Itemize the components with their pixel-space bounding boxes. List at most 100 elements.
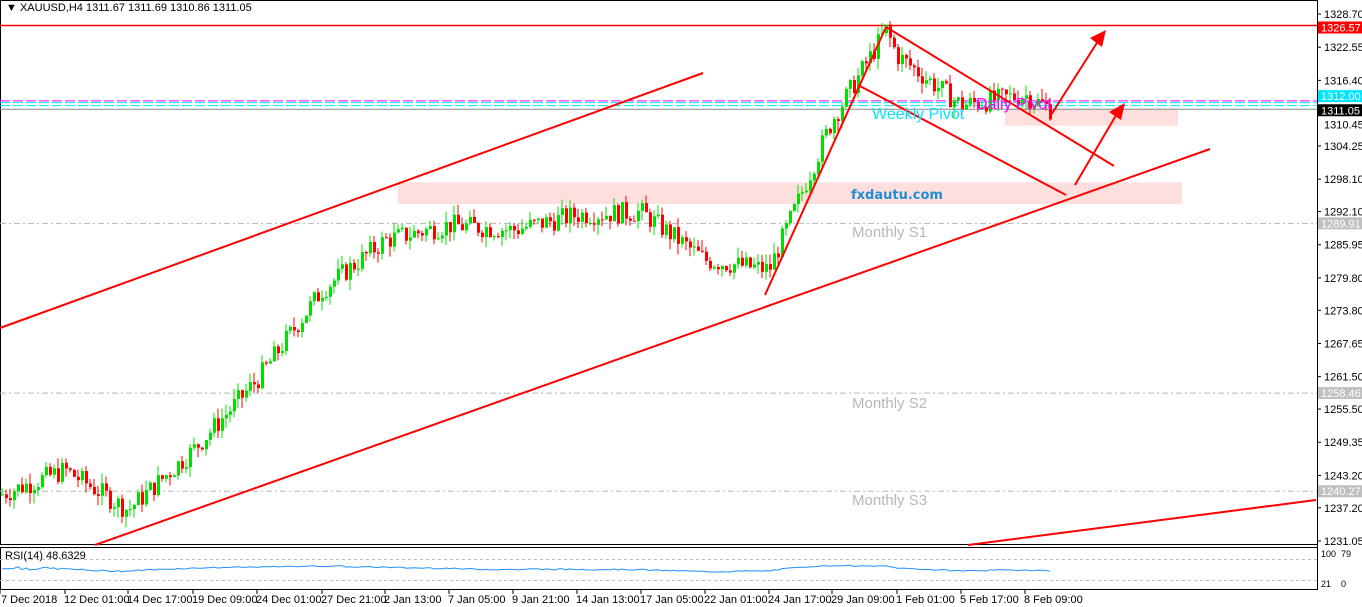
candle-body <box>685 237 688 242</box>
candle-body <box>325 296 328 298</box>
candle-body <box>449 222 452 233</box>
rsi-level-label: 0 <box>1341 579 1346 589</box>
candle-body <box>425 228 428 236</box>
candle-body <box>237 390 240 399</box>
candle-body <box>193 444 196 448</box>
candle-body <box>53 468 56 475</box>
candle-body <box>885 24 888 34</box>
candle-body <box>329 286 332 297</box>
candle-body <box>341 264 344 269</box>
x-tick-label: 8 Feb 09:00 <box>1024 594 1083 606</box>
candle-body <box>521 228 524 234</box>
candle-body <box>557 214 560 231</box>
candle-body <box>61 462 64 482</box>
candle-body <box>785 223 788 229</box>
candle-body <box>501 230 504 238</box>
candle-body <box>593 223 596 225</box>
candle-body <box>917 67 920 77</box>
candle-body <box>625 202 628 219</box>
candle-body <box>93 486 96 495</box>
candle-body <box>577 217 580 222</box>
trend-line <box>885 26 1115 167</box>
trend-line <box>94 148 1211 546</box>
candle-body <box>269 361 272 364</box>
candle-body <box>617 205 620 224</box>
candle-body <box>481 232 484 238</box>
candle-body <box>113 507 116 509</box>
candle-body <box>173 475 176 478</box>
arrow-up-icon <box>1090 30 1106 47</box>
current-tag <box>1318 104 1362 117</box>
candle-body <box>201 447 204 450</box>
candle-body <box>525 226 528 229</box>
candle-body <box>265 362 268 364</box>
rsi-level-label: 79 <box>1341 549 1351 559</box>
candle-body <box>797 193 800 205</box>
candle-body <box>421 233 424 236</box>
candle-body <box>517 230 520 234</box>
candle-body <box>893 37 896 48</box>
candle-body <box>161 475 164 479</box>
candle-body <box>381 237 384 254</box>
candle-body <box>85 470 88 484</box>
candle-body <box>897 47 900 65</box>
candle-body <box>145 489 148 505</box>
main-frame <box>0 0 1318 545</box>
candle-body <box>89 483 92 487</box>
x-tick-label: 19 Dec 09:00 <box>192 594 257 606</box>
candle-body <box>965 104 968 110</box>
y-tick-label: 1261.50 <box>1324 372 1362 384</box>
candle-body <box>233 398 236 412</box>
candle-body <box>1049 104 1052 120</box>
candle-body <box>169 475 172 478</box>
y-tick-label: 1310.45 <box>1324 119 1362 131</box>
candle-body <box>5 494 8 499</box>
candle-body <box>1041 99 1044 102</box>
candle-body <box>281 351 284 354</box>
candle-body <box>505 230 508 232</box>
candle-body <box>461 224 464 231</box>
candle-body <box>661 214 664 235</box>
x-tick-label: 27 Dec 21:00 <box>321 594 386 606</box>
candle-body <box>17 484 20 492</box>
candle-body <box>365 251 368 254</box>
candle-body <box>133 505 136 510</box>
candle-body <box>189 447 192 468</box>
candle-body <box>197 444 200 448</box>
candle-body <box>37 487 40 491</box>
candle-body <box>373 241 376 253</box>
candle-body <box>937 88 940 92</box>
trend-line <box>764 26 887 296</box>
candle-body <box>405 227 408 241</box>
candle-body <box>761 261 764 272</box>
rsi-level-label: 100 <box>1321 549 1336 559</box>
candle-body <box>117 498 120 508</box>
weekly-pivot-label: Weekly Pivot <box>872 106 965 123</box>
candle-body <box>225 414 228 419</box>
candle-body <box>245 390 248 398</box>
x-tick-label: 7 Jan 05:00 <box>448 594 506 606</box>
candle-body <box>353 262 356 270</box>
resistance-tag <box>1318 21 1362 34</box>
candle-body <box>285 330 288 352</box>
candle-body <box>125 509 128 517</box>
candle-body <box>705 251 708 261</box>
rsi-line <box>2 564 1051 573</box>
candle-body <box>889 24 892 38</box>
candle-body <box>1005 89 1008 95</box>
candle-body <box>869 51 872 64</box>
candle-body <box>765 263 768 272</box>
candle-body <box>681 237 684 244</box>
y-tick-label: 1249.35 <box>1324 437 1362 449</box>
candle-body <box>913 65 916 68</box>
candle-body <box>109 490 112 509</box>
candle-body <box>589 223 592 225</box>
candle-body <box>441 235 444 239</box>
x-tick-label: 2 Jan 13:00 <box>384 594 442 606</box>
candle-body <box>485 227 488 238</box>
candle-body <box>1025 95 1028 99</box>
monthly-s3-price: 1240.27 <box>1321 486 1361 498</box>
candle-body <box>657 214 660 217</box>
